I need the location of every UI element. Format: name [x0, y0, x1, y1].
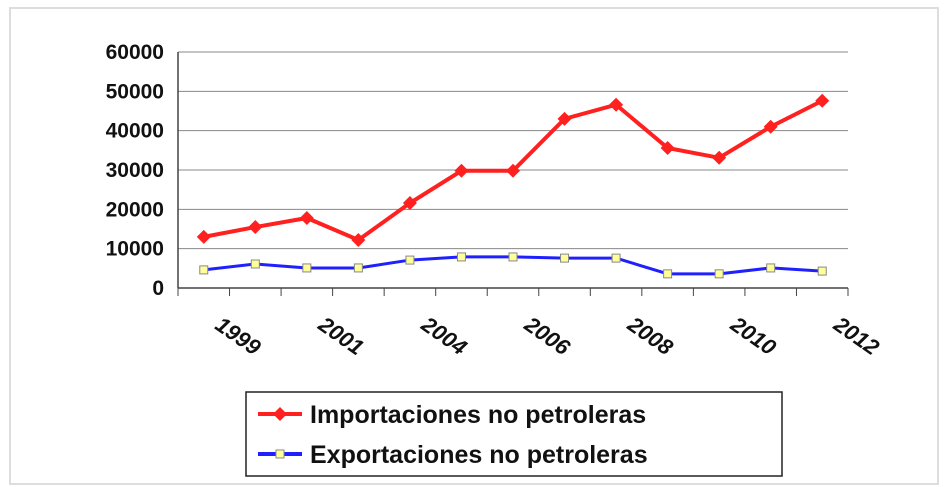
- marker: [611, 253, 621, 263]
- marker: [353, 263, 363, 273]
- y-tick-label: 30000: [106, 159, 164, 182]
- legend-marker: [273, 407, 287, 421]
- marker: [248, 220, 263, 235]
- legend-label: Exportaciones no petroleras: [310, 441, 648, 469]
- marker: [766, 263, 776, 273]
- marker: [663, 269, 673, 279]
- marker: [250, 259, 260, 269]
- legend-label: Importaciones no petroleras: [310, 401, 646, 429]
- y-tick-label: 60000: [106, 41, 164, 64]
- marker: [712, 150, 727, 165]
- y-tick-label: 10000: [106, 238, 164, 261]
- marker: [402, 196, 417, 211]
- marker: [196, 229, 211, 244]
- marker: [506, 163, 520, 178]
- marker: [817, 266, 827, 276]
- legend-marker: [275, 449, 285, 459]
- y-tick-label: 40000: [106, 120, 164, 143]
- marker: [560, 253, 570, 263]
- marker: [299, 210, 314, 225]
- marker: [454, 163, 469, 178]
- marker: [815, 93, 830, 108]
- marker: [405, 255, 415, 265]
- marker: [508, 252, 518, 262]
- marker: [763, 119, 778, 134]
- marker: [609, 97, 624, 112]
- marker: [714, 269, 724, 279]
- y-tick-label: 20000: [106, 198, 164, 221]
- legend: [245, 391, 783, 477]
- y-tick-label: 50000: [106, 80, 164, 103]
- marker: [557, 111, 572, 126]
- marker: [199, 265, 209, 275]
- marker: [351, 233, 366, 248]
- marker: [456, 252, 466, 262]
- marker: [660, 140, 675, 155]
- marker: [302, 263, 312, 273]
- y-tick-label: 0: [152, 277, 164, 300]
